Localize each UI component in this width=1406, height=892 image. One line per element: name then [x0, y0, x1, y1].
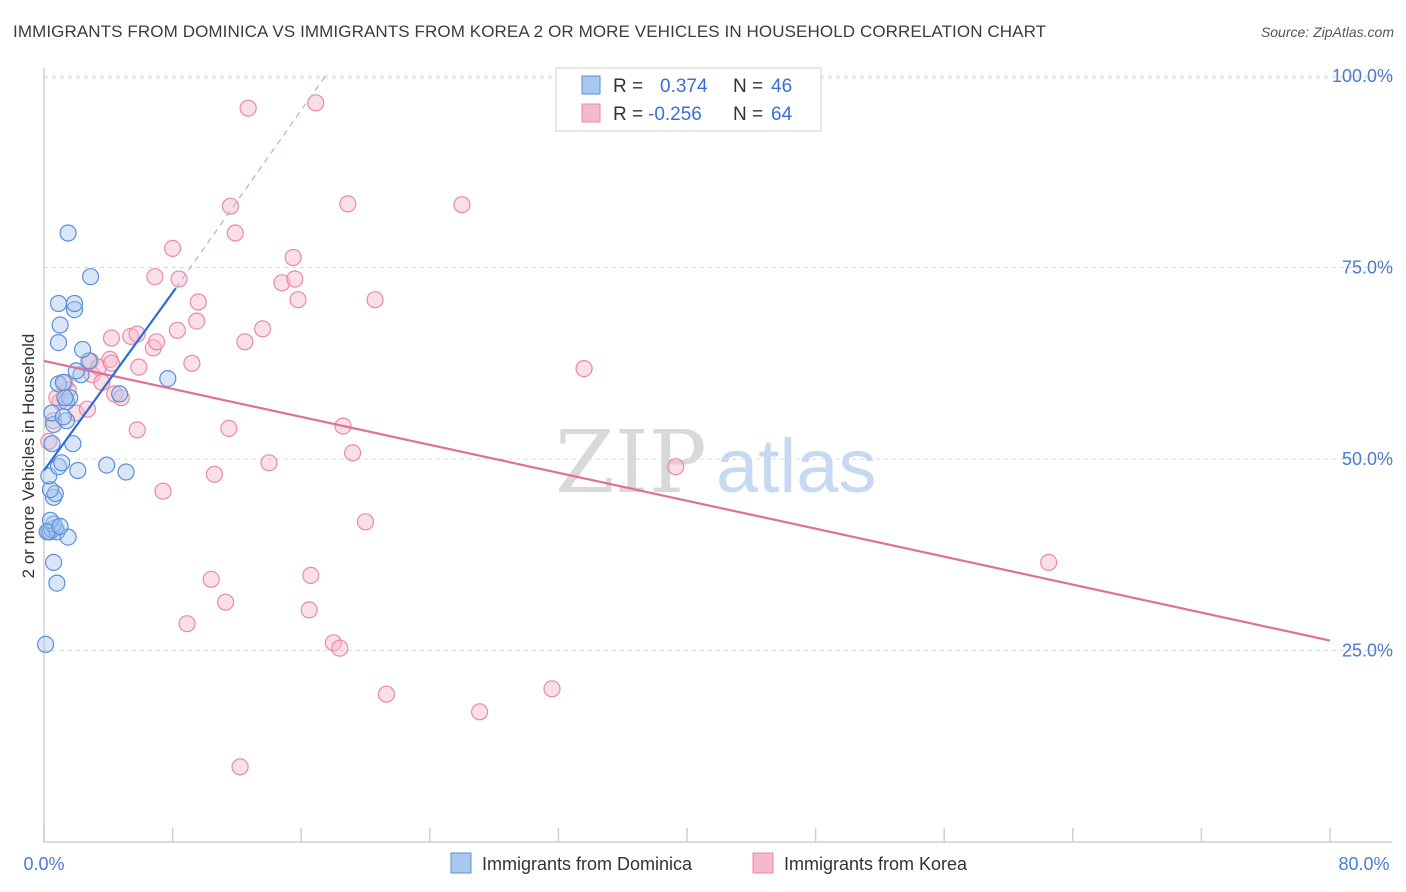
korea-point: [218, 594, 234, 610]
stats-legend: R = 0.374 N = 46 R = -0.256 N = 64: [556, 68, 821, 131]
korea-series: [41, 95, 1057, 775]
watermark-zip: ZIP: [555, 413, 707, 513]
bottom-legend-swatch-korea: [753, 853, 773, 873]
dominica-point: [160, 371, 176, 387]
korea-point: [131, 359, 147, 375]
dominica-point: [67, 296, 83, 312]
bottom-legend-swatch-dominica: [451, 853, 471, 873]
legend-swatch-korea: [582, 104, 600, 122]
korea-point: [378, 686, 394, 702]
korea-trend-line: [44, 361, 1330, 641]
dominica-point: [60, 225, 76, 241]
legend-n-value-dominica: 46: [771, 76, 792, 97]
korea-point: [206, 466, 222, 482]
korea-point: [221, 420, 237, 436]
dominica-point: [55, 374, 71, 390]
legend-r-value-korea: -0.256: [648, 104, 702, 125]
dominica-point: [70, 463, 86, 479]
dominica-point: [46, 554, 62, 570]
bottom-legend-label-dominica: Immigrants from Dominica: [482, 854, 693, 874]
legend-r-label-korea: R =: [613, 104, 643, 125]
korea-point: [367, 292, 383, 308]
y-tick-label: 100.0%: [1332, 66, 1393, 86]
korea-point: [190, 294, 206, 310]
legend-n-label-dominica: N =: [733, 76, 763, 97]
korea-point: [184, 355, 200, 371]
korea-point: [149, 334, 165, 350]
legend-r-value-dominica: 0.374: [660, 76, 708, 97]
legend-n-label-korea: N =: [733, 104, 763, 125]
korea-point: [454, 197, 470, 213]
korea-point: [104, 330, 120, 346]
dominica-point: [54, 455, 70, 471]
korea-point: [576, 361, 592, 377]
korea-point: [261, 455, 277, 471]
dominica-point: [38, 636, 54, 652]
y-axis-label: 2 or more Vehicles in Household: [19, 334, 38, 579]
x-tick-label-min: 0.0%: [23, 854, 64, 874]
trend-lines: [44, 76, 1330, 641]
korea-point: [169, 322, 185, 338]
korea-point: [472, 704, 488, 720]
korea-point: [285, 250, 301, 266]
dominica-point: [44, 436, 60, 452]
y-tick-label: 75.0%: [1342, 258, 1393, 278]
dominica-point: [52, 317, 68, 333]
legend-r-label-dominica: R =: [613, 76, 643, 97]
scatter-chart: ZIP atlas 25.0% 50.0% 75.0% 100.0% 0.0% 80.…: [0, 0, 1406, 892]
korea-point: [179, 616, 195, 632]
y-tick-label: 50.0%: [1342, 449, 1393, 469]
korea-point: [303, 567, 319, 583]
korea-point: [237, 334, 253, 350]
bottom-legend: Immigrants from Dominica Immigrants from…: [451, 853, 968, 874]
dominica-series: [38, 225, 176, 652]
bottom-legend-label-korea: Immigrants from Korea: [784, 854, 968, 874]
x-axis-ticks: [44, 828, 1330, 842]
korea-point: [287, 271, 303, 287]
dominica-point: [75, 342, 91, 358]
dominica-point: [83, 269, 99, 285]
gridlines: [44, 76, 1392, 651]
korea-point: [203, 571, 219, 587]
korea-point: [129, 422, 145, 438]
korea-point: [340, 196, 356, 212]
dominica-point: [99, 457, 115, 473]
legend-n-value-korea: 64: [771, 104, 793, 125]
korea-point: [668, 459, 684, 475]
zipatlas-watermark: ZIP atlas: [555, 413, 877, 513]
korea-point: [332, 640, 348, 656]
korea-point: [227, 225, 243, 241]
korea-point: [358, 514, 374, 530]
korea-point: [255, 321, 271, 337]
watermark-atlas: atlas: [716, 424, 877, 509]
dominica-point: [118, 464, 134, 480]
dominica-point: [55, 409, 71, 425]
legend-swatch-dominica: [582, 76, 600, 94]
dominica-point: [51, 296, 67, 312]
y-axis-tick-labels: 25.0% 50.0% 75.0% 100.0%: [1332, 66, 1393, 661]
korea-point: [1041, 554, 1057, 570]
dominica-point: [49, 575, 65, 591]
korea-point: [232, 759, 248, 775]
korea-point: [223, 198, 239, 214]
korea-point: [544, 681, 560, 697]
dominica-point: [68, 363, 84, 379]
korea-point: [165, 240, 181, 256]
korea-point: [189, 313, 205, 329]
korea-point: [345, 445, 361, 461]
korea-point: [147, 269, 163, 285]
dominica-point: [52, 518, 68, 534]
korea-point: [301, 602, 317, 618]
dominica-point: [51, 335, 67, 351]
y-tick-label: 25.0%: [1342, 641, 1393, 661]
korea-point: [290, 292, 306, 308]
korea-point: [240, 100, 256, 116]
korea-point: [155, 483, 171, 499]
dominica-point: [112, 386, 128, 402]
x-tick-label-max: 80.0%: [1338, 854, 1389, 874]
